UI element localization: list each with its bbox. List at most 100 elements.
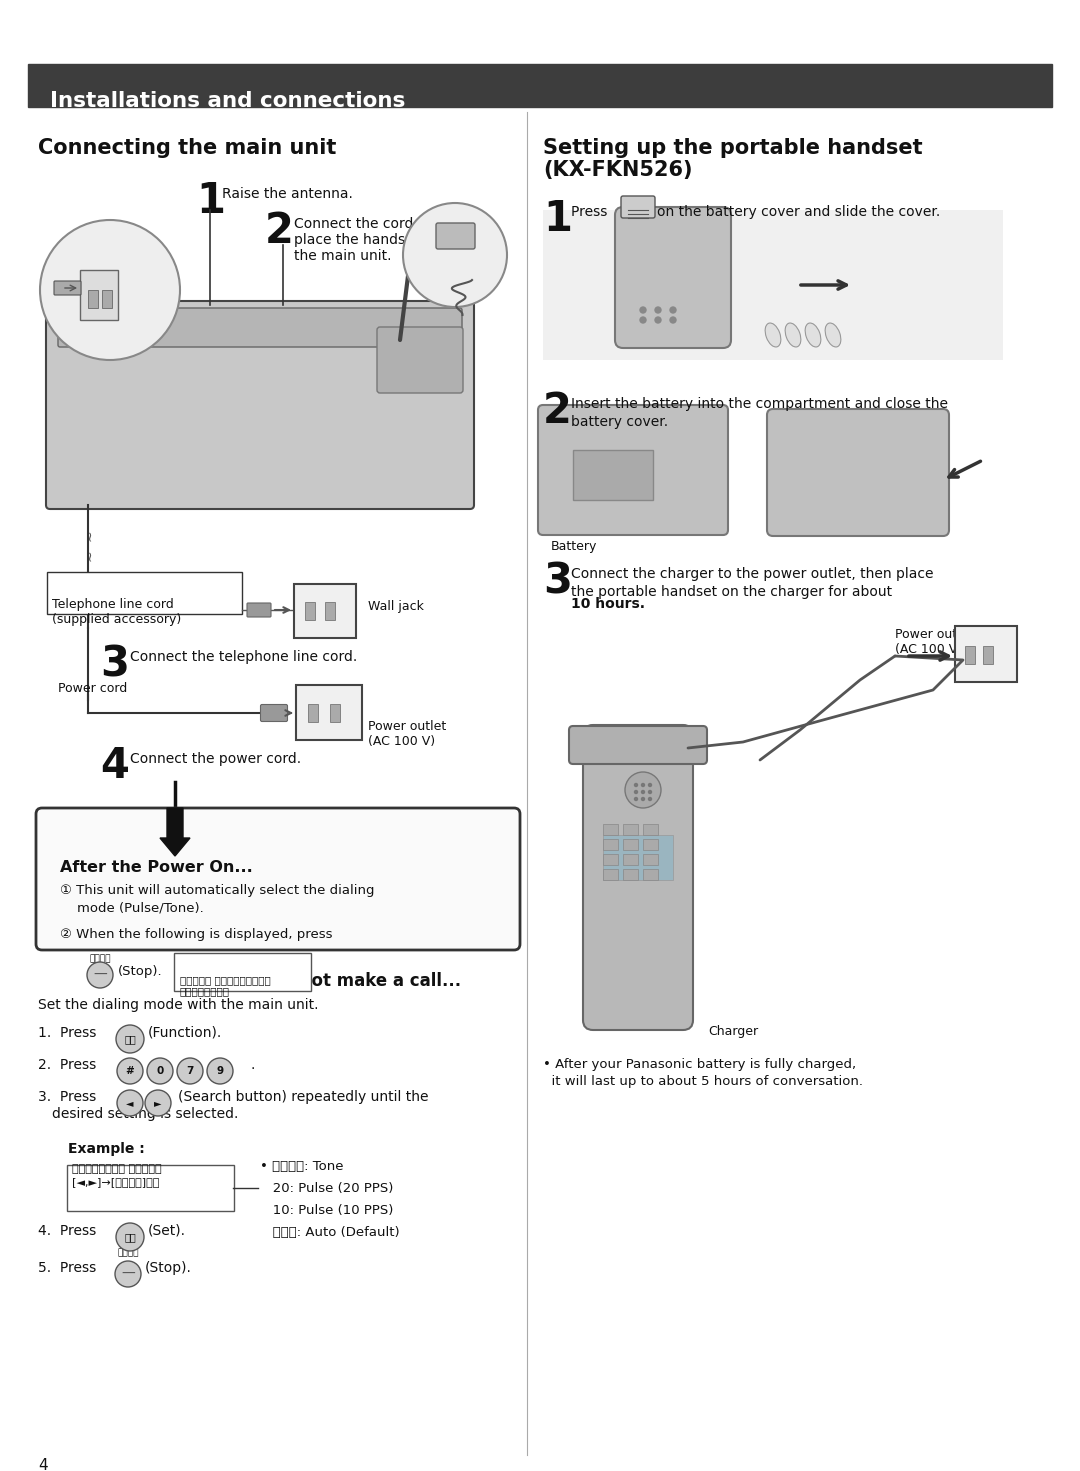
- Text: • After your Panasonic battery is fully charged,
  it will last up to about 5 ho: • After your Panasonic battery is fully …: [543, 1058, 863, 1089]
- Text: Connect the charger to the power outlet, then place
the portable handset on the : Connect the charger to the power outlet,…: [571, 566, 933, 599]
- Ellipse shape: [785, 324, 801, 347]
- Text: 7: 7: [187, 1066, 193, 1075]
- Text: .: .: [249, 1058, 255, 1072]
- FancyBboxPatch shape: [67, 1165, 234, 1211]
- Bar: [623, 855, 638, 865]
- Circle shape: [648, 784, 651, 787]
- Text: 決定: 決定: [124, 1233, 136, 1242]
- FancyBboxPatch shape: [436, 224, 475, 249]
- Bar: [330, 705, 340, 722]
- Circle shape: [116, 1222, 144, 1250]
- Text: 2: 2: [543, 390, 572, 432]
- Text: Insert the battery into the compartment and close the
battery cover.: Insert the battery into the compartment …: [571, 397, 948, 430]
- Text: Raise the antenna.: Raise the antenna.: [222, 187, 353, 202]
- Text: on the battery cover and slide the cover.: on the battery cover and slide the cover…: [657, 204, 941, 219]
- Text: Connect the power cord.: Connect the power cord.: [130, 752, 301, 766]
- FancyBboxPatch shape: [260, 705, 287, 721]
- Text: エランテﾞ ケータイノセッテイ
〔ケッテイ〕オス: エランテﾞ ケータイノセッテイ 〔ケッテイ〕オス: [180, 975, 271, 996]
- FancyBboxPatch shape: [583, 725, 693, 1030]
- FancyBboxPatch shape: [36, 808, 519, 950]
- Text: 20: Pulse (20 PPS): 20: Pulse (20 PPS): [260, 1183, 393, 1194]
- Text: Setting up the portable handset: Setting up the portable handset: [543, 138, 922, 157]
- Circle shape: [625, 772, 661, 808]
- Text: Battery: Battery: [551, 540, 597, 553]
- Bar: [623, 838, 638, 850]
- Text: ① This unit will automatically select the dialing
    mode (Pulse/Tone).: ① This unit will automatically select th…: [60, 884, 375, 913]
- Text: 2: 2: [265, 210, 294, 252]
- FancyBboxPatch shape: [247, 603, 271, 616]
- Bar: [325, 602, 335, 619]
- Text: 3.  Press: 3. Press: [38, 1090, 100, 1105]
- Bar: [305, 602, 315, 619]
- Text: 10: Pulse (10 PPS): 10: Pulse (10 PPS): [260, 1203, 393, 1217]
- Circle shape: [642, 797, 645, 800]
- Text: Installations and connections: Installations and connections: [50, 91, 405, 110]
- Bar: [543, 210, 1003, 360]
- Text: 4: 4: [100, 744, 129, 787]
- FancyBboxPatch shape: [615, 207, 731, 349]
- Text: ストップ: ストップ: [118, 1247, 138, 1258]
- Text: Press: Press: [571, 204, 611, 219]
- Text: 1: 1: [195, 179, 225, 222]
- Text: • プッシュ: Tone: • プッシュ: Tone: [260, 1161, 343, 1172]
- Text: 5.  Press: 5. Press: [38, 1261, 100, 1275]
- Circle shape: [114, 1261, 141, 1287]
- Text: 1.  Press: 1. Press: [38, 1025, 100, 1040]
- Circle shape: [147, 1058, 173, 1084]
- Text: ►: ►: [154, 1097, 162, 1108]
- Text: 2.  Press: 2. Press: [38, 1058, 100, 1072]
- Circle shape: [654, 316, 661, 324]
- Circle shape: [87, 962, 113, 989]
- Bar: [603, 838, 618, 850]
- Text: (Function).: (Function).: [148, 1025, 222, 1040]
- FancyBboxPatch shape: [621, 196, 654, 218]
- Text: 0: 0: [157, 1066, 164, 1075]
- Text: Set the dialing mode with the main unit.: Set the dialing mode with the main unit.: [38, 997, 319, 1012]
- Bar: [643, 855, 658, 865]
- FancyBboxPatch shape: [538, 405, 728, 535]
- Bar: [102, 290, 112, 307]
- Bar: [603, 855, 618, 865]
- Circle shape: [642, 790, 645, 793]
- Bar: [573, 450, 653, 500]
- FancyBboxPatch shape: [569, 727, 707, 763]
- FancyBboxPatch shape: [174, 953, 311, 991]
- FancyBboxPatch shape: [48, 572, 242, 613]
- Bar: [28, 65, 1052, 107]
- Bar: [603, 824, 618, 836]
- Bar: [643, 824, 658, 836]
- FancyBboxPatch shape: [46, 302, 474, 509]
- Text: (Search button) repeatedly until the: (Search button) repeatedly until the: [178, 1090, 429, 1105]
- Text: 1: 1: [543, 199, 572, 240]
- Text: ② When the following is displayed, press: ② When the following is displayed, press: [60, 928, 333, 941]
- Ellipse shape: [765, 324, 781, 347]
- Text: After the Power On...: After the Power On...: [60, 861, 253, 875]
- Text: ◄: ◄: [126, 1097, 134, 1108]
- Text: (Set).: (Set).: [148, 1224, 186, 1239]
- Bar: [623, 869, 638, 880]
- Circle shape: [642, 784, 645, 787]
- Bar: [308, 705, 318, 722]
- Bar: [80, 271, 118, 321]
- Circle shape: [207, 1058, 233, 1084]
- Circle shape: [654, 307, 661, 313]
- Text: Example :: Example :: [68, 1141, 145, 1156]
- FancyBboxPatch shape: [54, 281, 81, 296]
- Text: ジドウ: Auto (Default): ジドウ: Auto (Default): [260, 1225, 400, 1239]
- Bar: [983, 646, 993, 663]
- Text: Power outlet
(AC 100 V): Power outlet (AC 100 V): [895, 628, 973, 656]
- Circle shape: [117, 1058, 143, 1084]
- Text: 3: 3: [543, 560, 572, 602]
- Text: 機能: 機能: [124, 1034, 136, 1044]
- Bar: [603, 869, 618, 880]
- Ellipse shape: [825, 324, 841, 347]
- Text: Charger: Charger: [708, 1025, 758, 1039]
- Circle shape: [640, 307, 646, 313]
- FancyArrow shape: [160, 808, 190, 856]
- Text: 3: 3: [100, 643, 129, 685]
- Text: ~: ~: [83, 549, 97, 560]
- Circle shape: [640, 316, 646, 324]
- Bar: [643, 838, 658, 850]
- Text: 10 hours.: 10 hours.: [571, 597, 645, 610]
- Text: カイセンシュベﾞ ツージドウ
[◄,►]→[ケッテイ]オス: カイセンシュベﾞ ツージドウ [◄,►]→[ケッテイ]オス: [72, 1164, 162, 1187]
